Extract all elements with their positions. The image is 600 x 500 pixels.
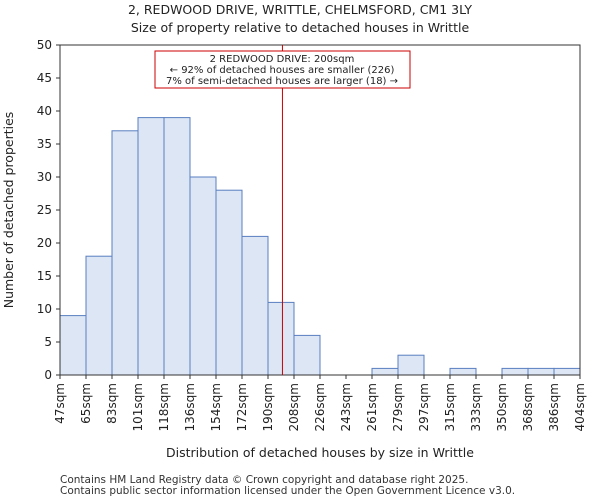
x-tick-label: 350sqm — [495, 383, 509, 431]
x-tick-label: 297sqm — [417, 383, 431, 431]
annotation-box: 2 REDWOOD DRIVE: 200sqm ← 92% of detache… — [154, 50, 411, 89]
chart-title: 2, REDWOOD DRIVE, WRITTLE, CHELMSFORD, C… — [128, 2, 472, 17]
x-tick-label: 118sqm — [157, 383, 171, 431]
histogram-bar — [553, 367, 581, 376]
x-tick-label: 208sqm — [287, 383, 301, 431]
x-tick-label: 83sqm — [105, 383, 119, 424]
y-tick-label: 25 — [37, 203, 52, 217]
x-tick-label: 386sqm — [547, 383, 561, 431]
x-tick-label: 333sqm — [469, 383, 483, 431]
annotation-line-2: ← 92% of detached houses are smaller (22… — [170, 65, 395, 76]
histogram-bar — [267, 301, 295, 376]
x-tick-label: 172sqm — [235, 383, 249, 431]
x-tick-label: 404sqm — [573, 383, 587, 431]
y-tick-label: 5 — [44, 335, 52, 349]
x-tick-label: 136sqm — [183, 383, 197, 431]
annotation-frame — [154, 50, 411, 89]
x-tick-label: 47sqm — [53, 383, 67, 424]
y-tick-label: 20 — [37, 236, 52, 250]
y-tick-label: 45 — [37, 71, 52, 85]
x-axis-label: Distribution of detached houses by size … — [166, 445, 474, 460]
annotation-line-3: 7% of semi-detached houses are larger (1… — [166, 76, 398, 87]
histogram-bar — [241, 235, 269, 376]
histogram-bar — [137, 117, 165, 376]
histogram-bar — [527, 367, 555, 376]
histogram-bar — [163, 117, 191, 376]
y-tick-label: 50 — [37, 38, 52, 52]
histogram-bar — [215, 189, 243, 376]
y-axis-label: Number of detached properties — [1, 112, 16, 309]
x-tick-label: 154sqm — [209, 383, 223, 431]
histogram-bar — [85, 255, 113, 376]
y-tick-label: 30 — [37, 170, 52, 184]
histogram-bar — [501, 367, 529, 376]
y-tick-label: 10 — [37, 302, 52, 316]
y-axis-ticks: 0 5 10 15 20 25 30 35 40 45 50 — [37, 38, 60, 382]
y-tick-label: 0 — [44, 368, 52, 382]
histogram-bar — [189, 176, 217, 376]
x-tick-label: 190sqm — [261, 383, 275, 431]
histogram-bar — [293, 334, 321, 376]
x-tick-label: 65sqm — [79, 383, 93, 424]
bars-group — [59, 117, 581, 376]
histogram-bar — [449, 367, 477, 376]
footer-line-2: Contains public sector information licen… — [60, 485, 515, 497]
x-tick-label: 226sqm — [313, 383, 327, 431]
y-tick-label: 40 — [37, 104, 52, 118]
x-tick-label: 279sqm — [391, 383, 405, 431]
chart-subtitle: Size of property relative to detached ho… — [131, 20, 470, 35]
x-tick-label: 261sqm — [365, 383, 379, 431]
footer-line-1: Contains HM Land Registry data © Crown c… — [60, 474, 468, 486]
x-axis-ticks: 47sqm 65sqm 83sqm 101sqm 118sqm 136sqm 154sqm 1… — [53, 375, 587, 431]
y-tick-label: 35 — [37, 137, 52, 151]
annotation-line-1: 2 REDWOOD DRIVE: 200sqm — [210, 54, 355, 65]
histogram-bar — [397, 354, 425, 376]
x-tick-label: 368sqm — [521, 383, 535, 431]
y-tick-label: 15 — [37, 269, 52, 283]
histogram-bar — [371, 367, 399, 376]
x-tick-label: 243sqm — [339, 383, 353, 431]
x-tick-label: 315sqm — [443, 383, 457, 431]
histogram-bar — [111, 130, 139, 376]
x-tick-label: 101sqm — [131, 383, 145, 431]
histogram-bar — [59, 315, 87, 376]
